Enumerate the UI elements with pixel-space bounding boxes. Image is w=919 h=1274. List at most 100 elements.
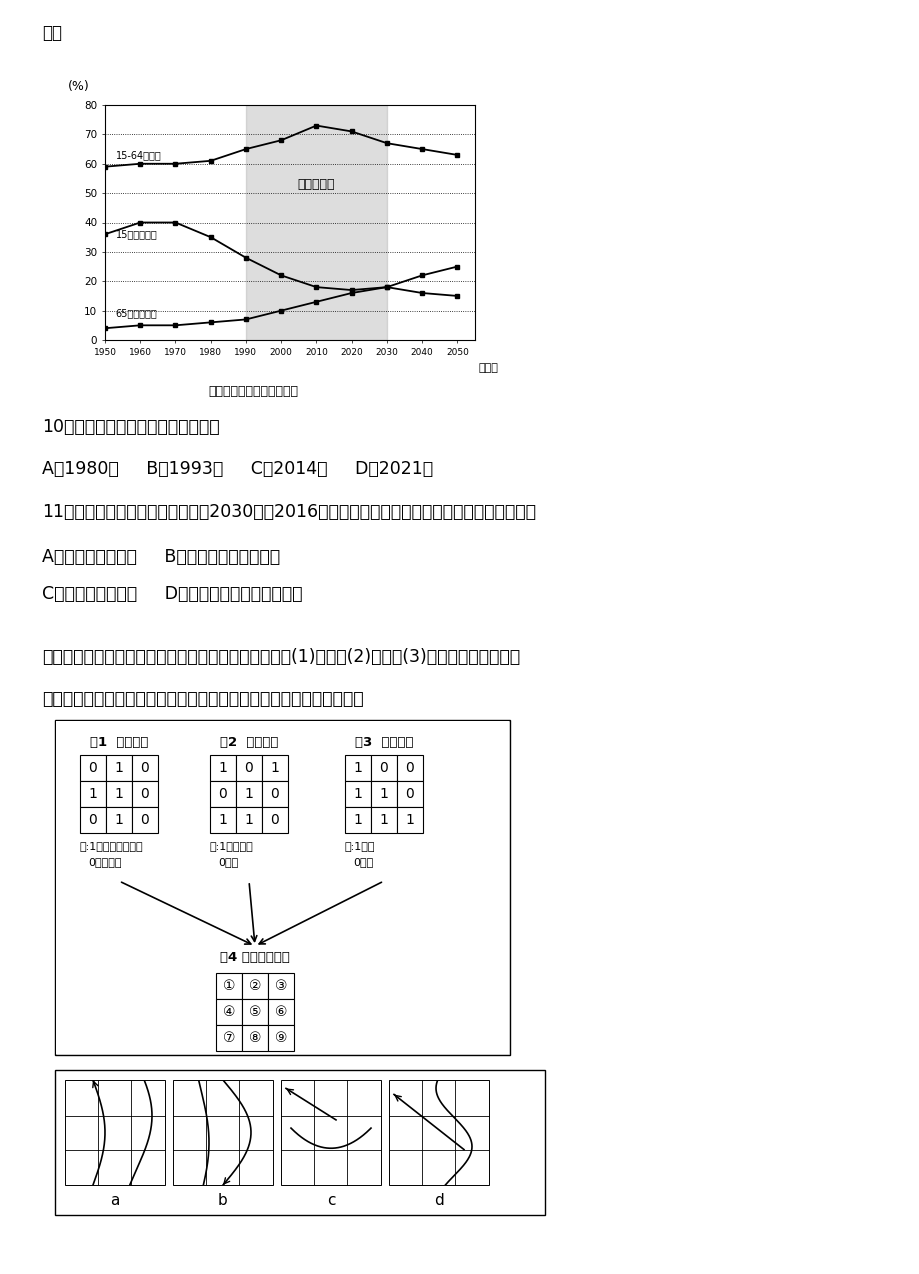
Bar bbox=[80, 755, 106, 781]
Bar bbox=[370, 781, 397, 806]
Text: 0: 0 bbox=[141, 761, 149, 775]
Text: 0: 0 bbox=[88, 813, 97, 827]
Text: ⑤: ⑤ bbox=[248, 1005, 261, 1019]
Bar bbox=[397, 755, 423, 781]
Text: 1: 1 bbox=[244, 813, 253, 827]
Text: 1: 1 bbox=[219, 761, 227, 775]
Text: 1: 1 bbox=[219, 813, 227, 827]
Text: 表2  河流分布: 表2 河流分布 bbox=[220, 736, 278, 749]
Text: b: b bbox=[218, 1192, 228, 1208]
Text: 表4 泥石流易发区: 表4 泥石流易发区 bbox=[220, 950, 289, 964]
Text: 题。: 题。 bbox=[42, 24, 62, 42]
Bar bbox=[370, 806, 397, 833]
Text: 1: 1 bbox=[405, 813, 414, 827]
Bar bbox=[345, 806, 370, 833]
Bar bbox=[131, 806, 158, 833]
Text: ⑦: ⑦ bbox=[222, 1031, 235, 1045]
Text: 某市泥石流易发生在下列三项条件都同时具备的地方：(1)河道；(2)陡坡；(3)大量松散土石分布。: 某市泥石流易发生在下列三项条件都同时具备的地方：(1)河道；(2)陡坡；(3)大… bbox=[42, 648, 519, 666]
Text: (%): (%) bbox=[68, 80, 90, 93]
Bar bbox=[236, 755, 262, 781]
Bar bbox=[242, 999, 267, 1026]
Text: 0: 0 bbox=[270, 813, 279, 827]
Text: A．人口老龄化严重     B．劳动力数量急剧减少: A．人口老龄化严重 B．劳动力数量急剧减少 bbox=[42, 548, 279, 566]
Bar bbox=[80, 781, 106, 806]
Bar bbox=[80, 806, 106, 833]
Text: 0: 0 bbox=[141, 813, 149, 827]
Text: 1: 1 bbox=[270, 761, 279, 775]
Bar bbox=[280, 1080, 380, 1185]
Text: 10．我国人口红利开始减弱的年份约: 10．我国人口红利开始减弱的年份约 bbox=[42, 418, 220, 436]
Text: ⑨: ⑨ bbox=[275, 1031, 287, 1045]
Bar bbox=[242, 1026, 267, 1051]
Bar bbox=[262, 781, 288, 806]
Text: 0: 0 bbox=[244, 761, 253, 775]
Text: （年）: （年） bbox=[478, 363, 498, 373]
Text: 1: 1 bbox=[115, 787, 123, 801]
Bar bbox=[210, 755, 236, 781]
Bar bbox=[397, 781, 423, 806]
Text: 65岁以下人口: 65岁以下人口 bbox=[116, 308, 157, 318]
Bar bbox=[106, 781, 131, 806]
Text: ③: ③ bbox=[275, 978, 287, 992]
Text: 1: 1 bbox=[353, 813, 362, 827]
Text: 1: 1 bbox=[88, 787, 97, 801]
Bar bbox=[210, 806, 236, 833]
Text: 1: 1 bbox=[244, 787, 253, 801]
Text: 0: 0 bbox=[88, 761, 97, 775]
Bar bbox=[236, 806, 262, 833]
Text: 注:1高陡: 注:1高陡 bbox=[345, 841, 375, 851]
Text: 0: 0 bbox=[405, 761, 414, 775]
Bar bbox=[345, 781, 370, 806]
Text: ④: ④ bbox=[222, 1005, 235, 1019]
Bar bbox=[216, 999, 242, 1026]
Bar bbox=[131, 755, 158, 781]
Text: 1: 1 bbox=[115, 813, 123, 827]
Bar bbox=[210, 781, 236, 806]
Text: A．1980年     B．1993年     C．2014年     D．2021年: A．1980年 B．1993年 C．2014年 D．2021年 bbox=[42, 460, 433, 478]
Text: ②: ② bbox=[248, 978, 261, 992]
Bar bbox=[106, 755, 131, 781]
Bar bbox=[389, 1080, 489, 1185]
Text: 15岁以下人口: 15岁以下人口 bbox=[116, 229, 157, 240]
Text: 0: 0 bbox=[141, 787, 149, 801]
Text: 1: 1 bbox=[353, 761, 362, 775]
Text: a: a bbox=[110, 1192, 119, 1208]
Bar bbox=[370, 755, 397, 781]
Text: c: c bbox=[326, 1192, 335, 1208]
Text: 1: 1 bbox=[115, 761, 123, 775]
Text: 0: 0 bbox=[219, 787, 227, 801]
Text: 11．我国人口红利期结束时间约为2030年，2016年开始实施普遍二孩政策，这个时间差主要考虑: 11．我国人口红利期结束时间约为2030年，2016年开始实施普遍二孩政策，这个… bbox=[42, 503, 536, 521]
Bar bbox=[216, 973, 242, 999]
Bar bbox=[131, 781, 158, 806]
Bar bbox=[267, 1026, 294, 1051]
Text: 0坡地: 0坡地 bbox=[218, 857, 238, 868]
Bar bbox=[262, 806, 288, 833]
Text: 人口红利期: 人口红利期 bbox=[298, 178, 335, 191]
Text: 注:1土石充足且松散: 注:1土石充足且松散 bbox=[80, 841, 143, 851]
Bar bbox=[267, 999, 294, 1026]
Bar bbox=[65, 1080, 165, 1185]
Text: 表3  坡度分布: 表3 坡度分布 bbox=[355, 736, 413, 749]
Text: 0图示贫乏: 0图示贫乏 bbox=[88, 857, 121, 868]
Text: 1: 1 bbox=[353, 787, 362, 801]
Bar bbox=[397, 806, 423, 833]
Text: 0: 0 bbox=[380, 761, 388, 775]
Bar bbox=[55, 720, 509, 1055]
Text: ⑥: ⑥ bbox=[275, 1005, 287, 1019]
Bar bbox=[245, 104, 387, 340]
Text: 注:1河道位置: 注:1河道位置 bbox=[210, 841, 254, 851]
Bar bbox=[242, 973, 267, 999]
Text: 该市的地理信息经数字化后，处理分析得出下表。据此回答下列各题。: 该市的地理信息经数字化后，处理分析得出下表。据此回答下列各题。 bbox=[42, 691, 363, 708]
Text: C．妇女生育率太低     D．小孩长成劳动力需要时间: C．妇女生育率太低 D．小孩长成劳动力需要时间 bbox=[42, 585, 302, 603]
Bar bbox=[236, 781, 262, 806]
Text: 0低缓: 0低缓 bbox=[353, 857, 373, 868]
Text: ⑧: ⑧ bbox=[248, 1031, 261, 1045]
Text: 1: 1 bbox=[380, 787, 388, 801]
Bar bbox=[345, 755, 370, 781]
Text: d: d bbox=[434, 1192, 443, 1208]
Text: ①: ① bbox=[222, 978, 235, 992]
Bar bbox=[216, 1026, 242, 1051]
Text: 1: 1 bbox=[380, 813, 388, 827]
Bar bbox=[55, 1070, 544, 1215]
Text: 不同年龄段人口比例变化图: 不同年龄段人口比例变化图 bbox=[208, 385, 298, 397]
